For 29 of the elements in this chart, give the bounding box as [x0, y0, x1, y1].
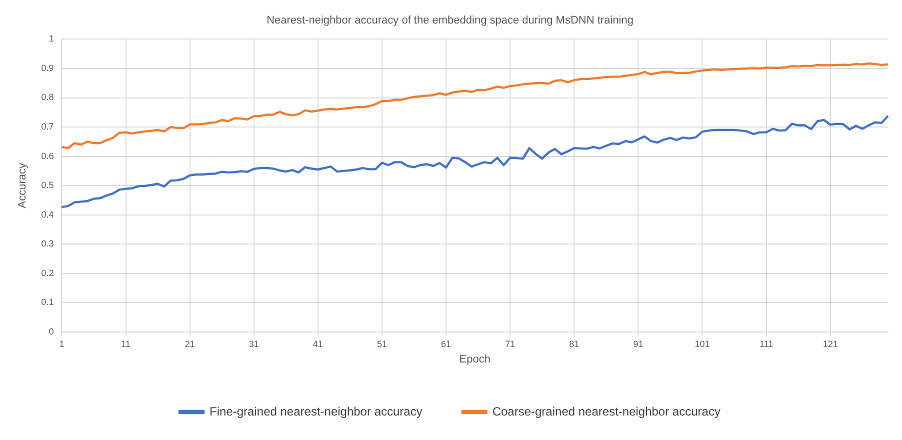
y-tick-label: 0 — [48, 326, 54, 336]
y-tick-label: 0.9 — [41, 62, 54, 73]
chart-title: Nearest-neighbor accuracy of the embedding space during MsDNN training — [266, 14, 634, 27]
legend-label: Fine-grained nearest-neighbor accuracy — [210, 404, 422, 418]
y-tick-label: 0.4 — [41, 209, 54, 220]
legend-label: Coarse-grained nearest-neighbor accuracy — [492, 404, 720, 418]
x-tick-label: 111 — [759, 338, 774, 349]
y-tick-label: 1 — [48, 34, 54, 44]
x-tick-label: 121 — [822, 338, 838, 349]
x-tick-label: 1 — [59, 338, 64, 349]
x-tick-label: 61 — [441, 338, 452, 349]
x-axis-title: Epoch — [459, 353, 490, 366]
x-tick-label: 101 — [694, 338, 710, 349]
x-tick-label: 91 — [633, 338, 644, 349]
y-tick-label: 0.5 — [41, 180, 54, 190]
y-tick-label: 0.6 — [41, 150, 54, 161]
y-tick-label: 0.3 — [41, 238, 54, 249]
y-tick-label: 0.1 — [41, 297, 54, 308]
x-tick-label: 81 — [569, 338, 580, 349]
y-axis-title: Accuracy — [16, 162, 29, 208]
x-tick-label: 41 — [312, 338, 323, 349]
x-tick-label: 21 — [184, 338, 195, 349]
y-tick-label: 0.7 — [41, 122, 54, 132]
x-tick-label: 31 — [248, 338, 259, 349]
x-tick-label: 71 — [505, 338, 516, 349]
y-tick-label: 0.8 — [41, 92, 54, 102]
x-tick-label: 51 — [376, 338, 387, 349]
y-tick-label: 0.2 — [41, 268, 54, 278]
x-tick-label: 11 — [121, 338, 130, 349]
